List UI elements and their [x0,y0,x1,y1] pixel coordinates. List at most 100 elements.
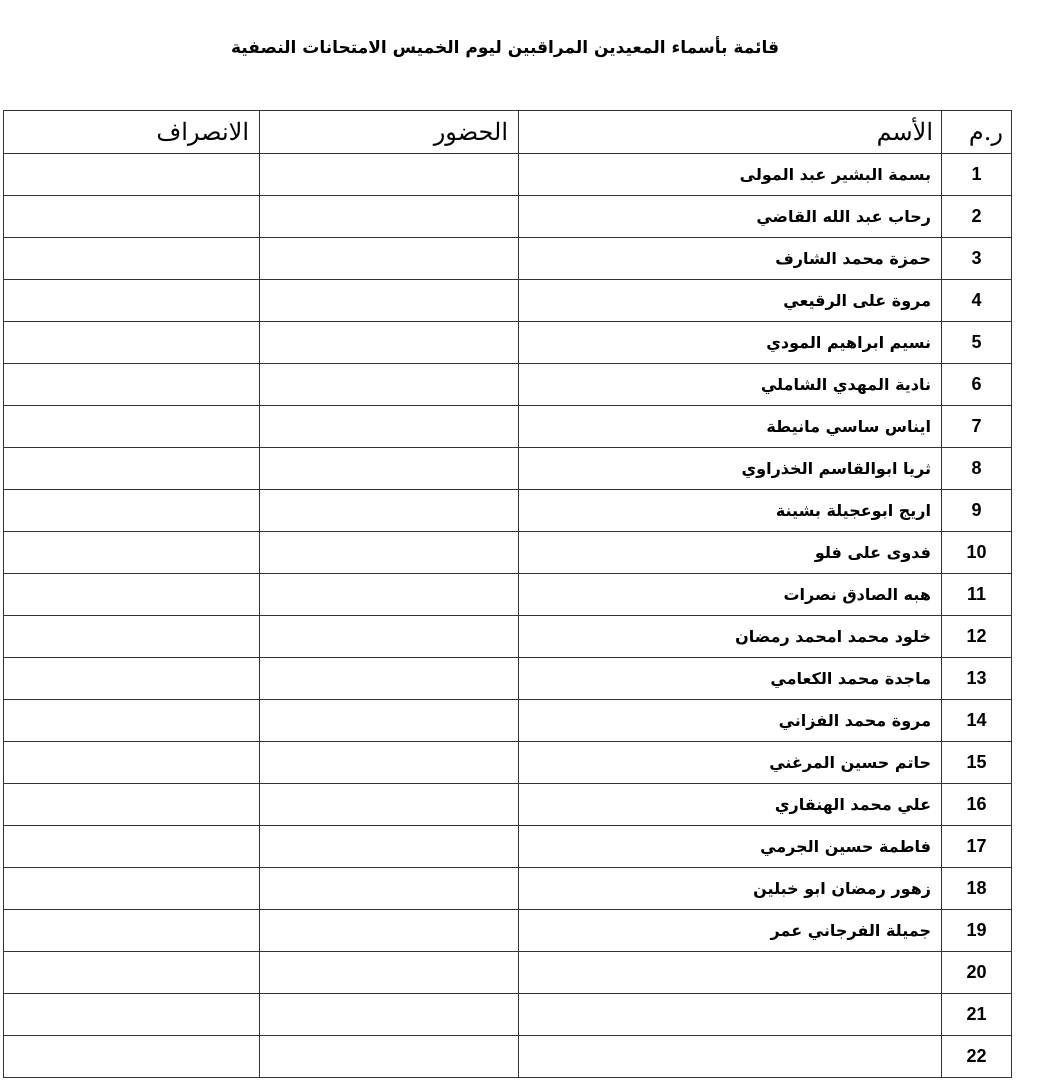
row-number: 12 [941,615,1012,658]
departure-cell[interactable] [3,741,260,784]
departure-cell[interactable] [3,195,260,238]
departure-cell[interactable] [3,573,260,616]
header-departure: الانصراف [3,110,260,154]
attendance-cell[interactable] [259,741,519,784]
row-name: نادية المهدي الشاملي [518,363,942,406]
departure-cell[interactable] [3,447,260,490]
row-number: 1 [941,153,1012,196]
table-row: 22 [3,1035,1012,1078]
departure-cell[interactable] [3,153,260,196]
departure-cell[interactable] [3,363,260,406]
attendance-cell[interactable] [259,783,519,826]
attendance-cell[interactable] [259,699,519,742]
table-row: 10 فدوى على فلو [3,531,1012,574]
row-name [518,1035,942,1078]
table-row: 3 حمزة محمد الشارف [3,237,1012,280]
row-number: 20 [941,951,1012,994]
departure-cell[interactable] [3,279,260,322]
row-number: 19 [941,909,1012,952]
departure-cell[interactable] [3,321,260,364]
departure-cell[interactable] [3,867,260,910]
table-header-row: ر.م الأسم الحضور الانصراف [3,110,1012,154]
table-row: 6 نادية المهدي الشاملي [3,363,1012,406]
attendance-cell[interactable] [259,447,519,490]
row-number: 21 [941,993,1012,1036]
row-name: حاتم حسين المرغني [518,741,942,784]
attendance-cell[interactable] [259,279,519,322]
table-row: 8 ثريا ابوالقاسم الخذراوي [3,447,1012,490]
table-row: 13 ماجدة محمد الكعامي [3,657,1012,700]
attendance-cell[interactable] [259,237,519,280]
attendance-cell[interactable] [259,405,519,448]
row-number: 5 [941,321,1012,364]
row-name: جميلة الفرجاني عمر [518,909,942,952]
attendance-cell[interactable] [259,153,519,196]
attendance-cell[interactable] [259,825,519,868]
attendance-cell[interactable] [259,1035,519,1078]
attendance-cell[interactable] [259,195,519,238]
row-name: زهور رمضان ابو خبلين [518,867,942,910]
attendance-cell[interactable] [259,489,519,532]
departure-cell[interactable] [3,531,260,574]
row-number: 22 [941,1035,1012,1078]
row-number: 4 [941,279,1012,322]
departure-cell[interactable] [3,993,260,1036]
table-row: 16 علي محمد الهنقاري [3,783,1012,826]
row-name: ايناس ساسي مانيطة [518,405,942,448]
header-name: الأسم [518,110,942,154]
attendance-cell[interactable] [259,657,519,700]
attendance-cell[interactable] [259,573,519,616]
row-name: علي محمد الهنقاري [518,783,942,826]
row-name [518,993,942,1036]
row-number: 2 [941,195,1012,238]
departure-cell[interactable] [3,699,260,742]
departure-cell[interactable] [3,1035,260,1078]
header-attendance: الحضور [259,110,519,154]
row-number: 15 [941,741,1012,784]
table-row: 9 اريج ابوعجيلة بشينة [3,489,1012,532]
table-row: 14 مروة محمد الفزاني [3,699,1012,742]
row-name: خلود محمد امحمد رمضان [518,615,942,658]
row-number: 16 [941,783,1012,826]
table-row: 2 رحاب عبد الله القاضي [3,195,1012,238]
row-name: فدوى على فلو [518,531,942,574]
table-row: 12 خلود محمد امحمد رمضان [3,615,1012,658]
row-name: مروة على الرقيعي [518,279,942,322]
row-name: فاطمة حسين الجرمي [518,825,942,868]
attendance-cell[interactable] [259,951,519,994]
attendance-cell[interactable] [259,615,519,658]
departure-cell[interactable] [3,489,260,532]
attendance-cell[interactable] [259,909,519,952]
row-number: 6 [941,363,1012,406]
row-name: حمزة محمد الشارف [518,237,942,280]
row-number: 13 [941,657,1012,700]
table-row: 20 [3,951,1012,994]
attendance-cell[interactable] [259,363,519,406]
departure-cell[interactable] [3,951,260,994]
row-name [518,951,942,994]
attendance-cell[interactable] [259,867,519,910]
row-number: 10 [941,531,1012,574]
attendance-cell[interactable] [259,531,519,574]
departure-cell[interactable] [3,657,260,700]
departure-cell[interactable] [3,615,260,658]
table-row: 11 هبه الصادق نصرات [3,573,1012,616]
departure-cell[interactable] [3,783,260,826]
row-number: 18 [941,867,1012,910]
departure-cell[interactable] [3,825,260,868]
row-name: اريج ابوعجيلة بشينة [518,489,942,532]
departure-cell[interactable] [3,405,260,448]
attendance-cell[interactable] [259,321,519,364]
row-number: 11 [941,573,1012,616]
row-number: 3 [941,237,1012,280]
table-row: 4 مروة على الرقيعي [3,279,1012,322]
header-number: ر.م [941,110,1012,154]
row-number: 7 [941,405,1012,448]
row-number: 17 [941,825,1012,868]
table-row: 5 نسيم ابراهيم المودي [3,321,1012,364]
departure-cell[interactable] [3,909,260,952]
attendance-cell[interactable] [259,993,519,1036]
departure-cell[interactable] [3,237,260,280]
table-row: 1 بسمة البشير عبد المولى [3,153,1012,196]
row-number: 9 [941,489,1012,532]
